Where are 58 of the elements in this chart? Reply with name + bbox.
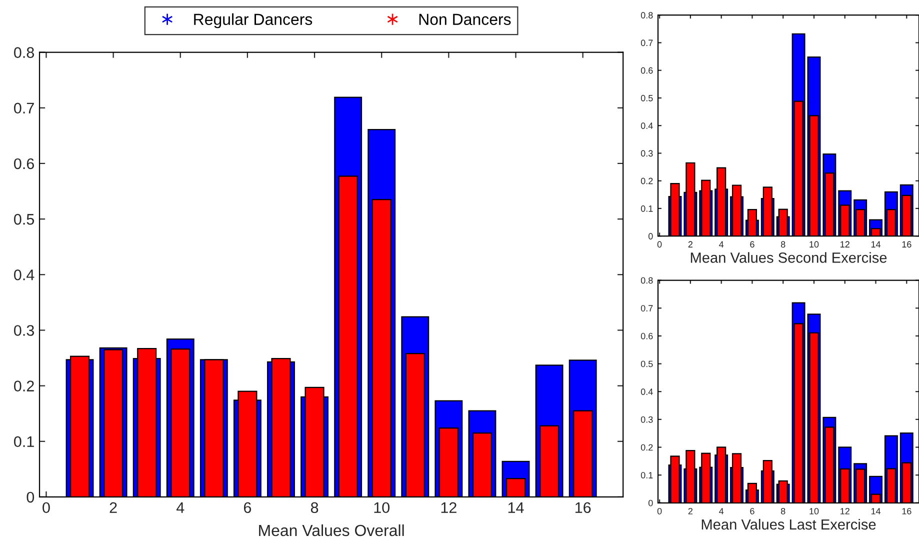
x-tick-label: 12 bbox=[840, 241, 850, 248]
x-tick-label: 8 bbox=[310, 502, 318, 514]
x-tick-label: 0 bbox=[657, 508, 662, 514]
x-tick-label: 0 bbox=[42, 502, 50, 514]
x-tick-label: 6 bbox=[750, 508, 754, 514]
y-tick-label: 0.3 bbox=[14, 325, 34, 336]
y-tick-label: 0.7 bbox=[14, 102, 34, 114]
x-tick-label: 2 bbox=[110, 502, 117, 513]
y-tick-label: 0.6 bbox=[640, 67, 653, 74]
x-tick-label: 4 bbox=[176, 502, 184, 513]
y-tick-label: 0.3 bbox=[640, 150, 653, 157]
y-tick-label: 0.5 bbox=[640, 360, 653, 368]
y-tick-label: 0.5 bbox=[640, 94, 653, 102]
x-tick-label: 8 bbox=[780, 241, 786, 248]
x-axis-title: Mean Values Overall bbox=[259, 524, 404, 536]
x-tick-label: 6 bbox=[244, 502, 252, 514]
y-tick-label: 0.1 bbox=[14, 436, 34, 448]
x-tick-label: 10 bbox=[810, 241, 819, 248]
y-tick-label: 0.1 bbox=[640, 472, 653, 478]
x-tick-label: 0 bbox=[657, 241, 662, 248]
x-axis-title: Mean Values Last Exercise bbox=[702, 518, 876, 530]
y-tick-label: 0 bbox=[648, 233, 653, 240]
y-tick-label: 0.2 bbox=[640, 444, 653, 451]
legend-label: Non Dancers bbox=[419, 14, 511, 26]
y-tick-label: 0.4 bbox=[640, 122, 653, 129]
x-axis-title: Mean Values Second Exercise bbox=[690, 252, 887, 263]
x-tick-label: 16 bbox=[576, 502, 591, 514]
x-tick-label: 16 bbox=[902, 241, 912, 248]
legend-label: Regular Dancers bbox=[194, 13, 312, 28]
y-tick-label: 0.5 bbox=[14, 214, 34, 225]
y-tick-label: 0.8 bbox=[14, 47, 34, 58]
x-tick-label: 6 bbox=[750, 241, 754, 248]
x-tick-label: 2 bbox=[688, 241, 692, 248]
y-tick-label: 0 bbox=[26, 492, 34, 503]
x-tick-label: 14 bbox=[871, 241, 881, 248]
y-tick-label: 0.6 bbox=[14, 158, 34, 170]
y-tick-label: 0.1 bbox=[640, 205, 653, 212]
y-tick-label: 0.3 bbox=[640, 416, 653, 423]
x-tick-label: 8 bbox=[780, 508, 786, 514]
x-tick-label: 14 bbox=[508, 502, 524, 513]
x-tick-label: 16 bbox=[902, 508, 912, 514]
x-tick-label: 14 bbox=[871, 508, 881, 514]
y-tick-label: 0.8 bbox=[640, 12, 653, 18]
y-tick-label: 0.6 bbox=[640, 332, 653, 340]
x-tick-label: 4 bbox=[719, 241, 724, 248]
x-tick-label: 4 bbox=[719, 508, 724, 514]
x-tick-label: 2 bbox=[688, 508, 692, 514]
y-tick-label: 0.8 bbox=[640, 277, 653, 284]
y-tick-label: 0.2 bbox=[14, 380, 34, 392]
y-tick-label: 0.7 bbox=[640, 305, 653, 312]
x-tick-label: 12 bbox=[840, 508, 850, 514]
x-tick-label: 10 bbox=[810, 508, 819, 514]
y-tick-label: 0.2 bbox=[640, 178, 653, 184]
y-tick-label: 0.7 bbox=[640, 40, 653, 46]
y-tick-label: 0.4 bbox=[14, 269, 34, 280]
y-tick-label: 0.4 bbox=[640, 388, 653, 395]
x-tick-label: 12 bbox=[441, 502, 456, 513]
x-tick-label: 10 bbox=[374, 502, 390, 514]
